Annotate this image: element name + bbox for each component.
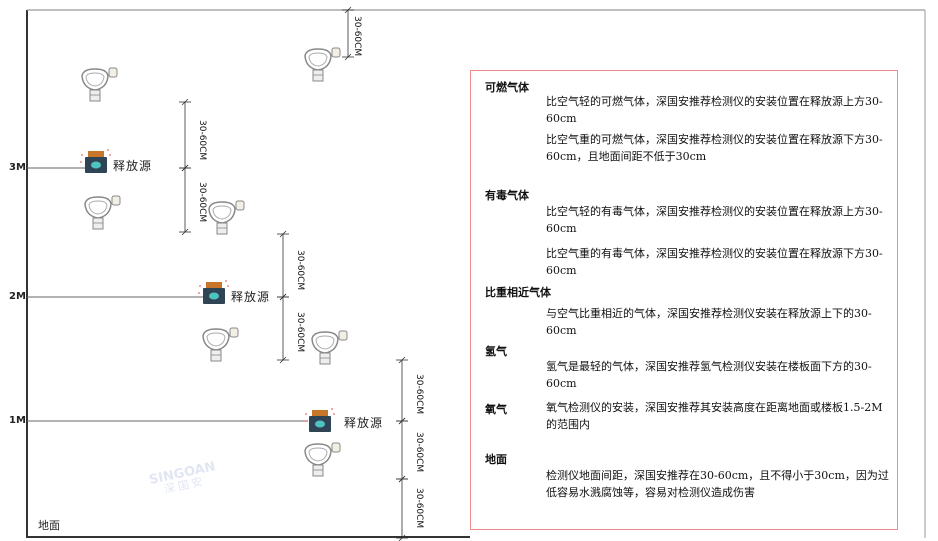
release-source-label: 释放源	[113, 159, 153, 173]
section-title-ground: 地面	[485, 453, 507, 466]
section-title-combustible: 可燃气体	[485, 81, 529, 94]
dimension-label: 30-60CM	[352, 16, 362, 57]
dimension-label: 30-60CM	[414, 488, 424, 529]
level-label-2m: 2M	[9, 291, 26, 302]
dimension-label: 30-60CM	[197, 120, 207, 161]
dimension-label: 30-60CM	[414, 374, 424, 415]
dimension-tick	[279, 230, 287, 238]
section-title-toxic: 有毒气体	[485, 189, 529, 202]
gas-detector-icon	[84, 195, 121, 230]
dimension-tick	[398, 534, 406, 541]
paragraph: 检测仪地面间距，深国安推荐在30-60cm，且不得小于30cm，因为过低容易水溅…	[546, 469, 889, 499]
paragraph: 与空气比重相近的气体，深国安推荐检测仪安装在释放源上下的30-60cm	[546, 307, 872, 337]
level-label-3m: 3M	[9, 162, 26, 173]
dimension-label: 30-60CM	[295, 250, 305, 291]
section-title-oxygen: 氧气	[485, 403, 507, 416]
paragraph: 氧气检测仪的安装，深国安推荐其安装高度在距离地面或楼板1.5-2M的范围内	[546, 401, 883, 431]
gas-detector-icon	[208, 200, 245, 235]
paragraph: 比空气轻的有毒气体，深国安推荐检测仪的安装位置在释放源上方30-60cm	[546, 205, 883, 235]
release-source-icon	[80, 149, 111, 173]
gas-detector-icon	[304, 47, 341, 82]
gas-detector-icon	[304, 442, 341, 477]
dimension-tick	[181, 164, 189, 172]
paragraph: 比空气轻的可燃气体，深国安推荐检测仪的安装位置在释放源上方30-60cm	[546, 95, 883, 125]
dimension-tick	[398, 356, 406, 364]
dimension-label: 30-60CM	[295, 312, 305, 353]
paragraph: 比空气重的有毒气体，深国安推荐检测仪的安装位置在释放源下方30-60cm	[546, 247, 883, 277]
gas-detector-icon	[81, 67, 118, 102]
installation-guidelines-box: 可燃气体 比空气轻的可燃气体，深国安推荐检测仪的安装位置在释放源上方30-60c…	[470, 70, 898, 530]
dimension-tick	[344, 6, 352, 14]
release-source-label: 释放源	[231, 290, 271, 304]
gas-detector-icon	[202, 327, 239, 362]
dimension-label: 30-60CM	[197, 182, 207, 223]
dimension-tick	[279, 293, 287, 301]
section-title-similar-density: 比重相近气体	[485, 286, 551, 299]
level-label-1m: 1M	[9, 415, 26, 426]
gas-detector-icon	[311, 330, 348, 365]
dimension-tick	[181, 228, 189, 236]
paragraph: 比空气重的可燃气体，深国安推荐检测仪的安装位置在释放源下方30-60cm，且地面…	[546, 133, 883, 163]
dimension-tick	[344, 53, 352, 61]
dimension-tick	[398, 417, 406, 425]
release-source-label: 释放源	[344, 416, 384, 430]
paragraph: 氢气是最轻的气体，深国安推荐氢气检测仪安装在楼板面下方的30-60cm	[546, 360, 872, 390]
release-source-icon	[198, 280, 229, 304]
ground-label: 地面	[38, 519, 60, 532]
dimension-label: 30-60CM	[414, 432, 424, 473]
release-source-icon	[304, 408, 335, 432]
dimension-tick	[279, 356, 287, 364]
dimension-tick	[181, 98, 189, 106]
dimension-tick	[398, 475, 406, 483]
section-title-hydrogen: 氢气	[485, 345, 507, 358]
